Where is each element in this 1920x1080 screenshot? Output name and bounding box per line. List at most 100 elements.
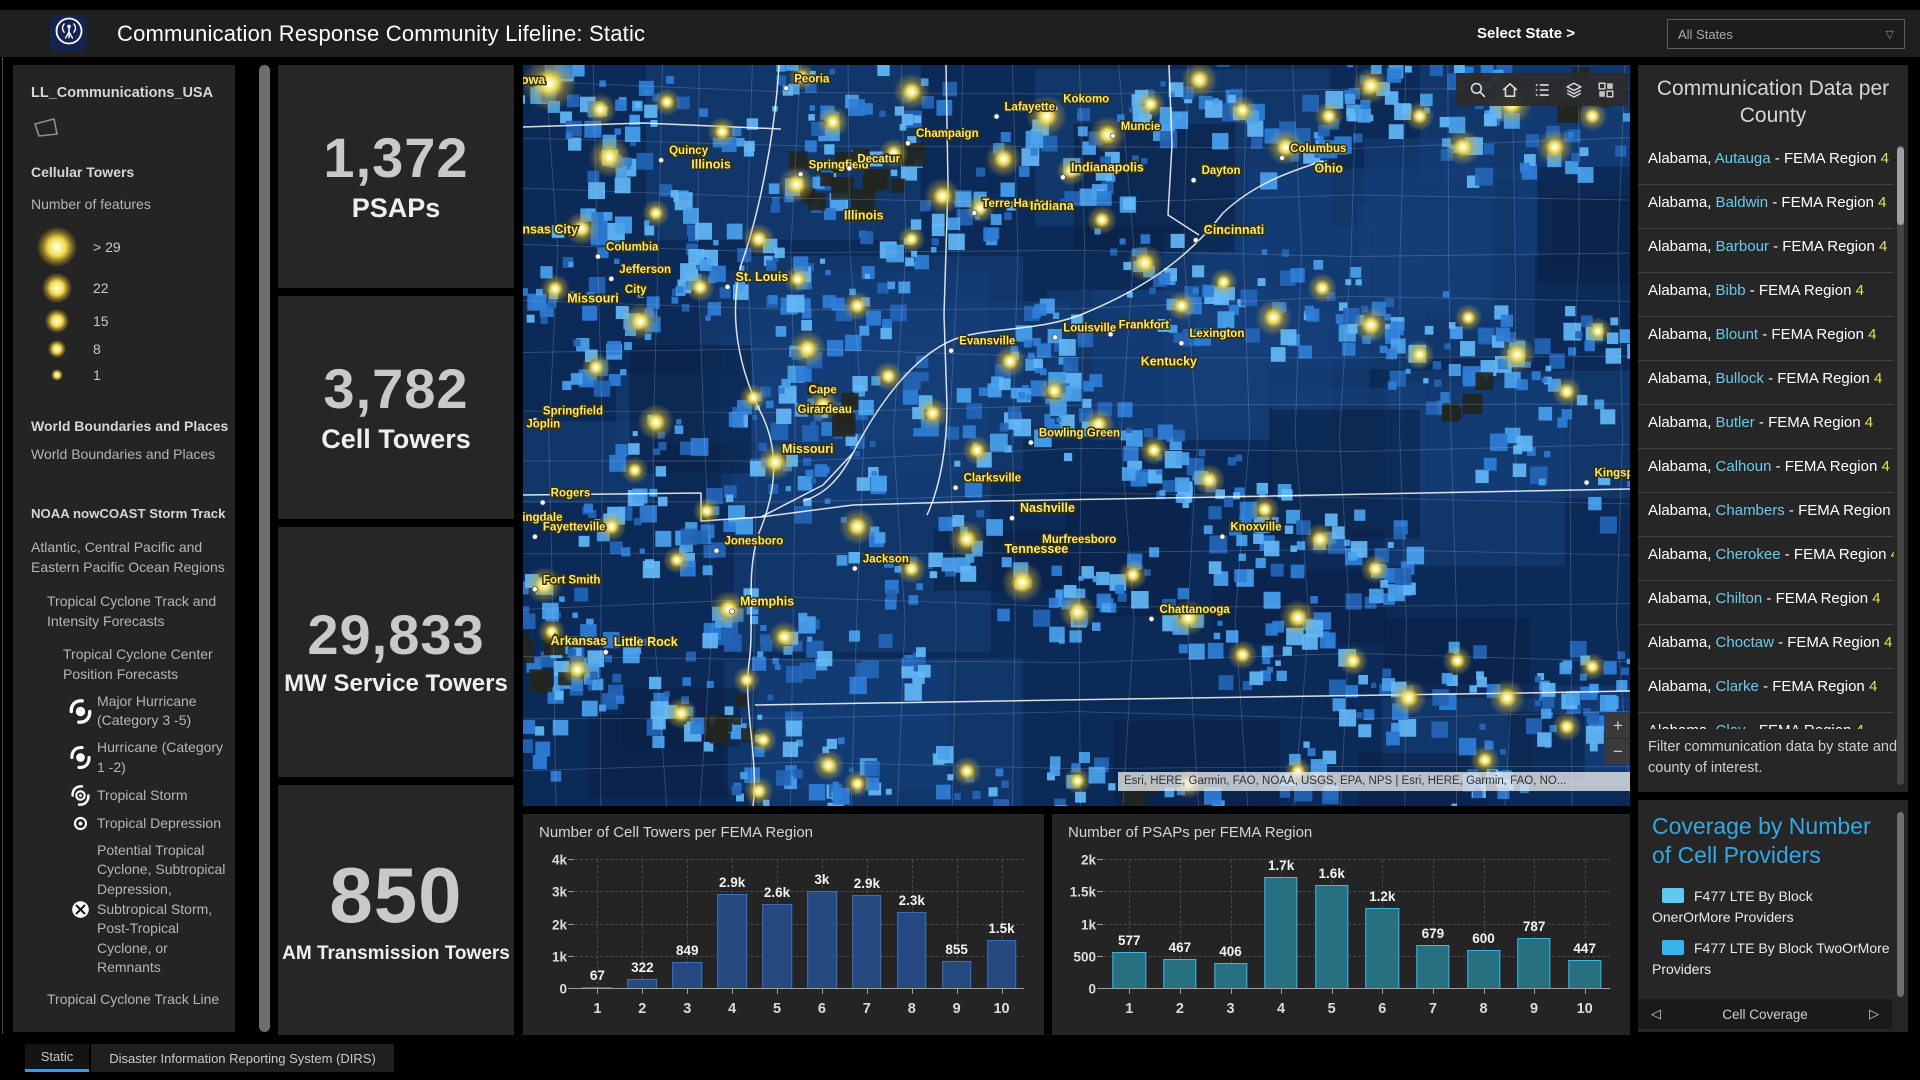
city-dot [971,209,978,216]
city-dot [952,484,959,491]
county-row[interactable]: Alabama, Choctaw - FEMA Region 4 [1638,625,1894,669]
county-row[interactable]: Alabama, Blount - FEMA Region 4 [1638,317,1894,361]
county-row[interactable]: Alabama, Autauga - FEMA Region 4 [1638,141,1894,185]
cell-tower-core [1564,389,1570,394]
cyclone-track-group: Tropical Cyclone Track and Intensity For… [47,592,217,629]
county-row[interactable]: Alabama, Chilton - FEMA Region 4 [1638,581,1894,625]
coverage-map[interactable]: Iowa Peoria Kokomo Lafayette Muncie Champaign… [523,65,1630,806]
cell-tower-core [1552,145,1557,150]
cell-tower-core [607,154,612,160]
county-row[interactable]: Alabama, Cherokee - FEMA Region 4 [1638,537,1894,581]
x-axis-line [1097,988,1610,989]
cell-tower-core [855,781,860,786]
city-label: Decatur [857,153,900,165]
bar-value-label: 467 [1168,939,1192,955]
ocean-regions-label: Atlantic, Central Pacific and Eastern Pa… [31,539,225,576]
stat-label: Cell Towers [321,424,471,455]
gridline [575,923,1024,925]
polygon-extent-icon [33,117,235,142]
layers-icon[interactable] [1563,79,1585,101]
cell-tower-core [598,107,603,112]
city-label: Iowa [523,73,546,87]
county-scrollbar-track[interactable] [1897,145,1904,785]
x-tick [1001,989,1003,994]
city-label: Fayetteville [543,522,606,534]
state-select[interactable]: All States ▽ [1667,19,1905,49]
x-tick [1432,989,1434,994]
broadcast-tower-icon [54,16,84,51]
tower-size-label: 15 [93,313,109,329]
cell-tower-core [1590,664,1595,669]
city-label: Frankfort [1119,319,1170,331]
x-tick [642,989,644,994]
cell-tower-core [1221,279,1226,285]
county-scrollbar-thumb[interactable] [1897,147,1904,225]
y-tick [1097,955,1103,957]
county-row[interactable]: Alabama, Bibb - FEMA Region 4 [1638,273,1894,317]
tower-size-legend-row: 1 [31,362,235,388]
cell-tower-core [1368,83,1374,88]
county-row[interactable]: Alabama, Barbour - FEMA Region 4 [1638,229,1894,273]
carousel-next-button[interactable]: ▷ [1869,1006,1879,1021]
coverage-scrollbar-thumb[interactable] [1897,812,1904,997]
legend-sidebar[interactable]: LL_Communications_USA Cellular Towers Nu… [13,65,235,1032]
storm-legend-label: Potential Tropical Cyclone, Subtropical … [97,841,226,976]
bar-value-label: 1.6k [1318,866,1345,882]
city-label: Terre Haute [982,198,1045,210]
city-dot [1052,334,1059,341]
y-tick [568,859,574,860]
bar-value-label: 322 [631,959,654,975]
cell-tower-core [1271,315,1276,320]
cell-tower-core [664,99,670,105]
chart-title: Number of PSAPs per FEMA Region [1068,824,1313,841]
cell-tower-core [1240,652,1245,658]
bar-value-label: 855 [945,942,968,958]
city-label: Knoxville [1230,522,1281,534]
bar-value-label: 2.9k [853,876,880,892]
city-label: Cape [809,385,837,397]
cell-tower-core [575,667,580,672]
city-dot [1190,177,1197,184]
stat-card: 1,372 PSAPs [278,65,514,288]
cell-tower-core [1179,303,1184,309]
x-axis-line [568,988,1024,989]
city-dot [531,586,538,593]
bar [896,912,927,989]
y-tick [1097,859,1103,860]
cellular-towers-heading: Cellular Towers [31,164,135,180]
county-row[interactable]: Alabama, Baldwin - FEMA Region 4 [1638,185,1894,229]
bar [627,978,658,989]
storm-legend-row: Potential Tropical Cyclone, Subtropical … [63,841,235,978]
sidebar-scrollbar[interactable] [259,65,270,1032]
home-icon[interactable] [1499,79,1521,101]
tab-static[interactable]: Static [25,1044,89,1072]
basemap-icon[interactable] [1595,79,1617,101]
bar-value-label: 600 [1472,931,1495,947]
city-label: Illinois [844,208,884,222]
cell-tower-core [1417,352,1422,357]
gridline [597,860,599,989]
potential-cyclone-icon [63,899,97,920]
city-label: Lexington [1189,328,1244,340]
zoom-out-button[interactable]: − [1605,738,1630,764]
storm-legend: Major Hurricane (Category 3 -5) Hurricane… [63,692,235,978]
bar [1567,960,1602,989]
x-tick [866,989,868,994]
cell-tower-core [1460,145,1466,150]
bar-value-label: 2.3k [898,893,925,909]
x-tick-label: 3 [683,1001,692,1017]
zoom-in-button[interactable]: + [1613,715,1623,735]
gridline [1104,891,1610,893]
cell-tower-core [1482,757,1488,763]
county-row[interactable]: Alabama, Bullock - FEMA Region 4 [1638,361,1894,405]
county-row[interactable]: Alabama, Clarke - FEMA Region 4 [1638,669,1894,713]
tab-disaster-information-reporting-system-dirs[interactable]: Disaster Information Reporting System (D… [91,1044,394,1072]
legend-icon[interactable] [1531,79,1553,101]
county-row[interactable]: Alabama, Butler - FEMA Region 4 [1638,405,1894,449]
city-label: Cincinnati [1204,223,1264,237]
county-row[interactable]: Alabama, Chambers - FEMA Region 4 [1638,493,1894,537]
carousel-prev-button[interactable]: ◁ [1651,1006,1661,1021]
bar [762,903,792,989]
county-row[interactable]: Alabama, Calhoun - FEMA Region 4 [1638,449,1894,493]
search-icon[interactable] [1467,79,1489,101]
